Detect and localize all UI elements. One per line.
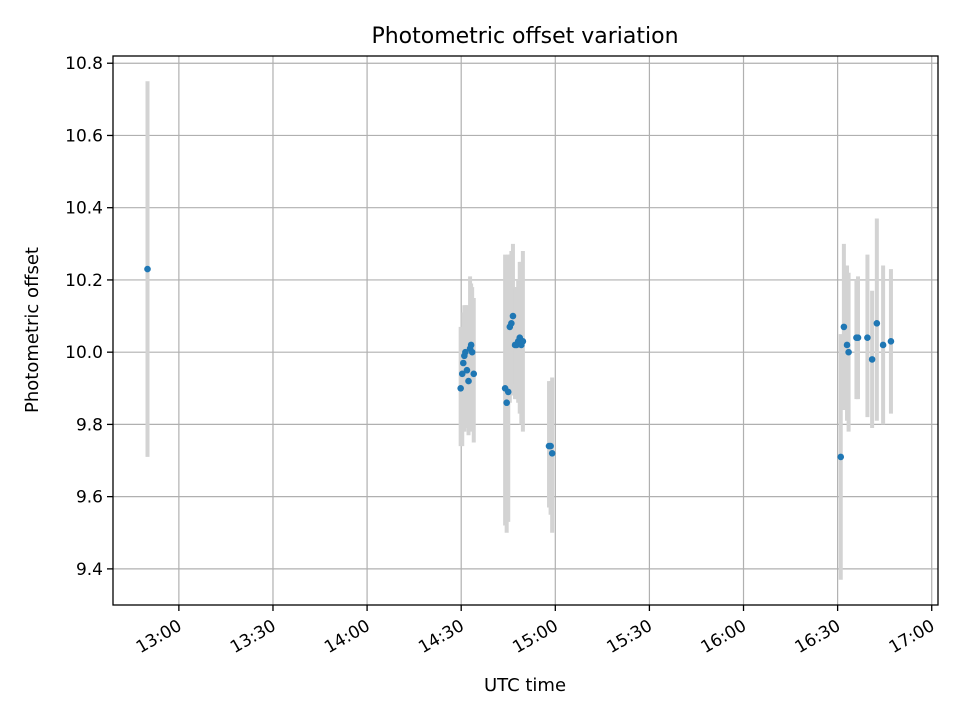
error-bars <box>145 81 893 580</box>
y-axis-label: Photometric offset <box>22 247 43 413</box>
y-tick-label: 10.6 <box>65 126 103 146</box>
y-tick-label: 9.8 <box>76 415 103 435</box>
x-tick-label: 17:00 <box>886 616 938 658</box>
data-point <box>873 319 881 327</box>
data-point <box>504 388 512 396</box>
data-point <box>840 323 848 331</box>
data-point <box>470 370 478 378</box>
x-tick-label: 15:30 <box>603 616 655 658</box>
y-tick-label: 10.4 <box>65 199 103 219</box>
data-point <box>868 356 876 363</box>
x-tick-label: 14:30 <box>415 616 467 658</box>
x-tick-label: 16:30 <box>792 616 844 658</box>
x-tick-label: 13:30 <box>227 616 279 658</box>
x-tick-label: 15:00 <box>509 616 561 658</box>
x-tick-label: 16:00 <box>698 616 750 658</box>
data-points <box>144 265 895 461</box>
data-point <box>462 348 469 356</box>
data-point <box>457 384 464 392</box>
data-point <box>547 442 554 450</box>
x-tick-label: 13:00 <box>133 616 185 658</box>
data-point <box>508 319 515 327</box>
y-tick-label: 10.8 <box>65 54 103 74</box>
data-point <box>458 370 466 378</box>
x-axis-label: UTC time <box>484 675 566 696</box>
data-point <box>864 334 871 342</box>
data-point <box>879 341 887 349</box>
x-axis-ticks: 13:00 13:30 14:00 14:30 15:00 15:30 16:00 16:30… <box>133 605 938 658</box>
data-point <box>459 359 467 367</box>
data-point <box>845 348 852 356</box>
data-point <box>887 338 895 345</box>
data-point <box>509 312 517 320</box>
data-point <box>837 453 845 461</box>
grid-lines <box>113 56 938 605</box>
data-point <box>503 399 510 407</box>
data-point <box>548 450 556 457</box>
data-point <box>144 265 151 273</box>
data-point <box>843 341 851 349</box>
data-point <box>467 341 475 349</box>
data-point <box>463 366 471 374</box>
y-tick-label: 10.2 <box>65 271 103 291</box>
x-tick-label: 14:00 <box>321 616 373 658</box>
data-point <box>519 338 527 345</box>
chart-title: Photometric offset variation <box>371 24 678 49</box>
data-point <box>854 334 862 342</box>
plot-frame <box>112 55 939 606</box>
y-axis-ticks: 9.4 9.6 9.8 10.0 10.2 10.4 10.6 10.8 <box>65 54 113 580</box>
y-tick-label: 9.4 <box>76 560 103 580</box>
y-tick-label: 9.6 <box>76 488 103 508</box>
data-point <box>468 348 476 356</box>
data-point <box>465 377 472 385</box>
y-tick-label: 10.0 <box>65 343 103 363</box>
